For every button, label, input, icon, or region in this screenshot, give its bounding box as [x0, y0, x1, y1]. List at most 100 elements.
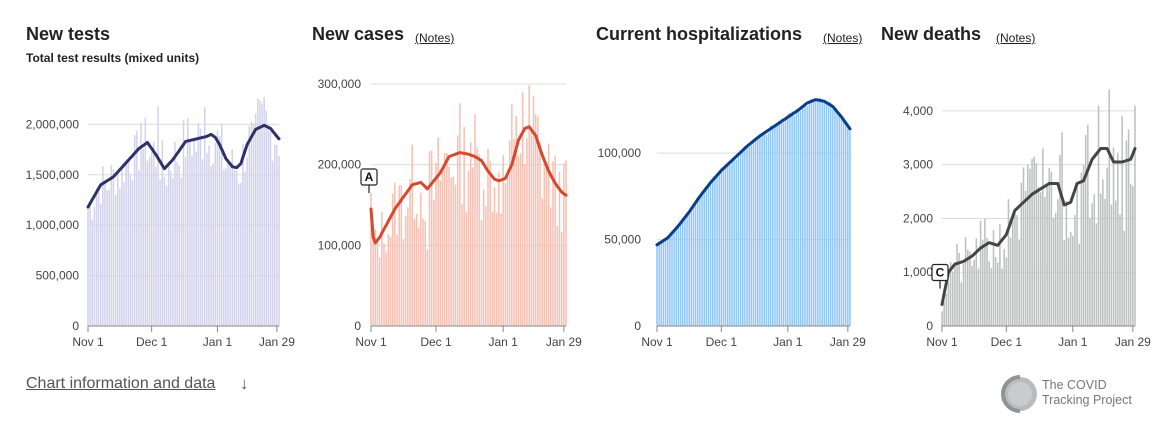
- bar: [1018, 239, 1020, 326]
- bar: [254, 113, 257, 327]
- bar: [787, 114, 789, 326]
- bar: [1089, 218, 1091, 326]
- notes-link[interactable]: (Notes): [415, 31, 455, 45]
- bar: [1129, 183, 1132, 326]
- bar: [802, 108, 804, 327]
- bar: [769, 126, 772, 326]
- bar: [89, 205, 91, 326]
- bar: [227, 161, 229, 326]
- bar: [127, 160, 130, 326]
- bar: [1063, 240, 1065, 326]
- x-tick-label: Dec 1: [991, 335, 1023, 349]
- bar: [250, 121, 253, 326]
- bar: [964, 237, 967, 326]
- logo-icon: [1001, 375, 1037, 413]
- bar: [1050, 171, 1053, 326]
- bar: [257, 98, 259, 326]
- bar: [116, 172, 119, 326]
- bar: [424, 221, 426, 326]
- bar: [463, 126, 465, 326]
- bar: [979, 220, 982, 326]
- bar: [1044, 196, 1046, 326]
- bars: [941, 89, 1136, 327]
- bar: [114, 194, 117, 326]
- chart-current-hospitalizations: Current hospitalizations (Notes) 0 50,000…: [596, 20, 866, 360]
- bar: [656, 245, 658, 326]
- bar: [1059, 154, 1061, 326]
- bar: [1035, 163, 1038, 326]
- bar: [958, 252, 960, 326]
- bar: [707, 184, 710, 326]
- bar: [374, 229, 377, 326]
- bar: [208, 145, 210, 326]
- bar: [819, 97, 821, 326]
- bar: [1084, 135, 1087, 326]
- bar: [381, 211, 383, 326]
- bar: [718, 172, 720, 326]
- bar: [688, 213, 690, 326]
- bar: [378, 257, 381, 326]
- bar: [131, 180, 134, 326]
- bar: [1132, 185, 1134, 326]
- chart-title: Current hospitalizations: [596, 24, 803, 44]
- arrow-down-icon: ↓: [240, 374, 249, 393]
- bar: [795, 112, 798, 326]
- bar: [834, 110, 836, 326]
- bar: [136, 130, 138, 326]
- bar: [240, 183, 242, 326]
- bar: [735, 159, 738, 326]
- bar: [999, 224, 1001, 326]
- y-tick-label: 100,000: [598, 146, 642, 160]
- bar: [754, 141, 757, 326]
- y-tick-label: 2,000: [903, 211, 933, 225]
- bar: [394, 182, 396, 326]
- notes-link[interactable]: (Notes): [996, 31, 1036, 45]
- bar: [694, 201, 697, 326]
- x-tick-label: Nov 1: [355, 335, 387, 349]
- bar: [391, 193, 394, 326]
- bar: [1014, 213, 1016, 326]
- bar: [971, 266, 973, 326]
- chart-plot: 0 500,000 1,000,000 1,500,000 2,000,000 Nov 1…: [26, 97, 295, 349]
- bar: [1123, 230, 1126, 326]
- chart-information-link[interactable]: Chart information and data: [26, 375, 216, 392]
- bar: [814, 98, 817, 326]
- y-tick-label: 300,000: [318, 77, 362, 91]
- y-tick-label: 0: [634, 319, 641, 333]
- bar: [106, 190, 108, 326]
- bar: [1119, 214, 1121, 326]
- bar: [1037, 187, 1040, 326]
- x-tick-label: Dec 1: [706, 335, 738, 349]
- bar: [140, 122, 142, 326]
- bar: [1001, 268, 1003, 326]
- bar: [411, 144, 413, 326]
- bar: [526, 138, 528, 326]
- bar: [729, 164, 731, 326]
- bar: [699, 197, 701, 326]
- bar: [248, 126, 251, 326]
- bar: [153, 141, 155, 326]
- chart-plot: 0 1,000 2,000 3,000 4,000 Nov 1 Dec 1 Jan 1 Jan …: [903, 89, 1151, 349]
- bar: [182, 119, 185, 326]
- notes-link[interactable]: (Notes): [823, 31, 863, 45]
- bar: [1127, 129, 1130, 326]
- bar: [947, 281, 950, 326]
- bar: [485, 206, 487, 326]
- bar: [443, 153, 446, 326]
- bar: [129, 175, 132, 326]
- bar: [508, 140, 511, 326]
- bar: [731, 160, 733, 326]
- x-tick-label: Jan 29: [1115, 335, 1151, 349]
- bar: [558, 171, 561, 326]
- bar: [990, 268, 993, 326]
- bar: [155, 166, 157, 326]
- chart-plot: 0 50,000 100,000 Nov 1 Dec 1 Jan 1 Jan 29: [598, 97, 866, 349]
- covid-tracking-project-logo[interactable]: The COVID Tracking Project: [1000, 372, 1150, 416]
- bar: [778, 120, 780, 327]
- bar: [711, 180, 714, 326]
- bar: [977, 268, 980, 326]
- bar: [372, 239, 374, 326]
- bar: [969, 251, 971, 326]
- bar: [428, 151, 431, 326]
- bar: [681, 220, 684, 326]
